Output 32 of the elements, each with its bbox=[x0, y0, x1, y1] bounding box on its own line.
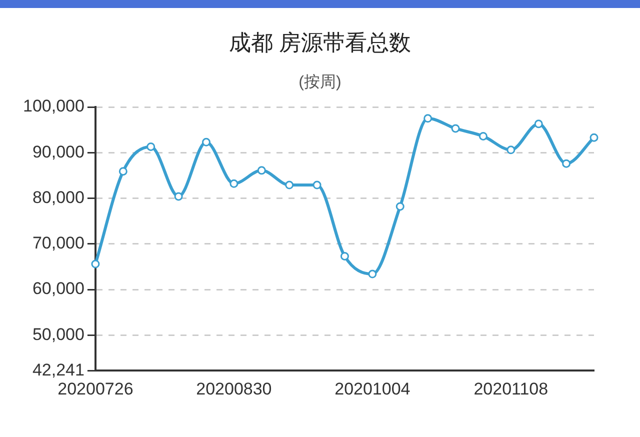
y-tick-label: 70,000 bbox=[32, 234, 84, 253]
point bbox=[506, 146, 516, 154]
point bbox=[396, 202, 404, 211]
y-tick-label: 90,000 bbox=[32, 142, 84, 162]
point bbox=[312, 180, 322, 190]
point bbox=[230, 179, 238, 188]
point bbox=[451, 124, 460, 133]
point bbox=[146, 142, 156, 151]
x-tick-label: 20201004 bbox=[334, 379, 410, 398]
point bbox=[590, 133, 598, 142]
y-tick-label: 80,000 bbox=[32, 188, 84, 207]
point bbox=[91, 260, 100, 268]
point bbox=[285, 180, 294, 190]
y-tick-label: 60,000 bbox=[32, 279, 84, 298]
chart-subtitle: (按周) bbox=[298, 73, 342, 93]
point bbox=[478, 132, 488, 140]
x-tick-label: 20200726 bbox=[58, 379, 134, 398]
point bbox=[424, 114, 432, 123]
point bbox=[534, 120, 543, 128]
point bbox=[368, 270, 377, 278]
point bbox=[118, 167, 128, 176]
y-tick-label: 50,000 bbox=[32, 324, 84, 344]
point bbox=[202, 138, 210, 146]
point bbox=[340, 252, 349, 260]
point bbox=[562, 159, 571, 168]
x-tick-label: 20201108 bbox=[474, 379, 548, 398]
point bbox=[174, 192, 183, 201]
y-tick-label: 100,000 bbox=[23, 96, 84, 116]
x-tick-label: 20200830 bbox=[196, 379, 272, 398]
chart-title: 成都 房源带看总数 bbox=[228, 29, 412, 57]
y-tick-label: 42,241 bbox=[32, 360, 84, 380]
point bbox=[257, 166, 266, 175]
